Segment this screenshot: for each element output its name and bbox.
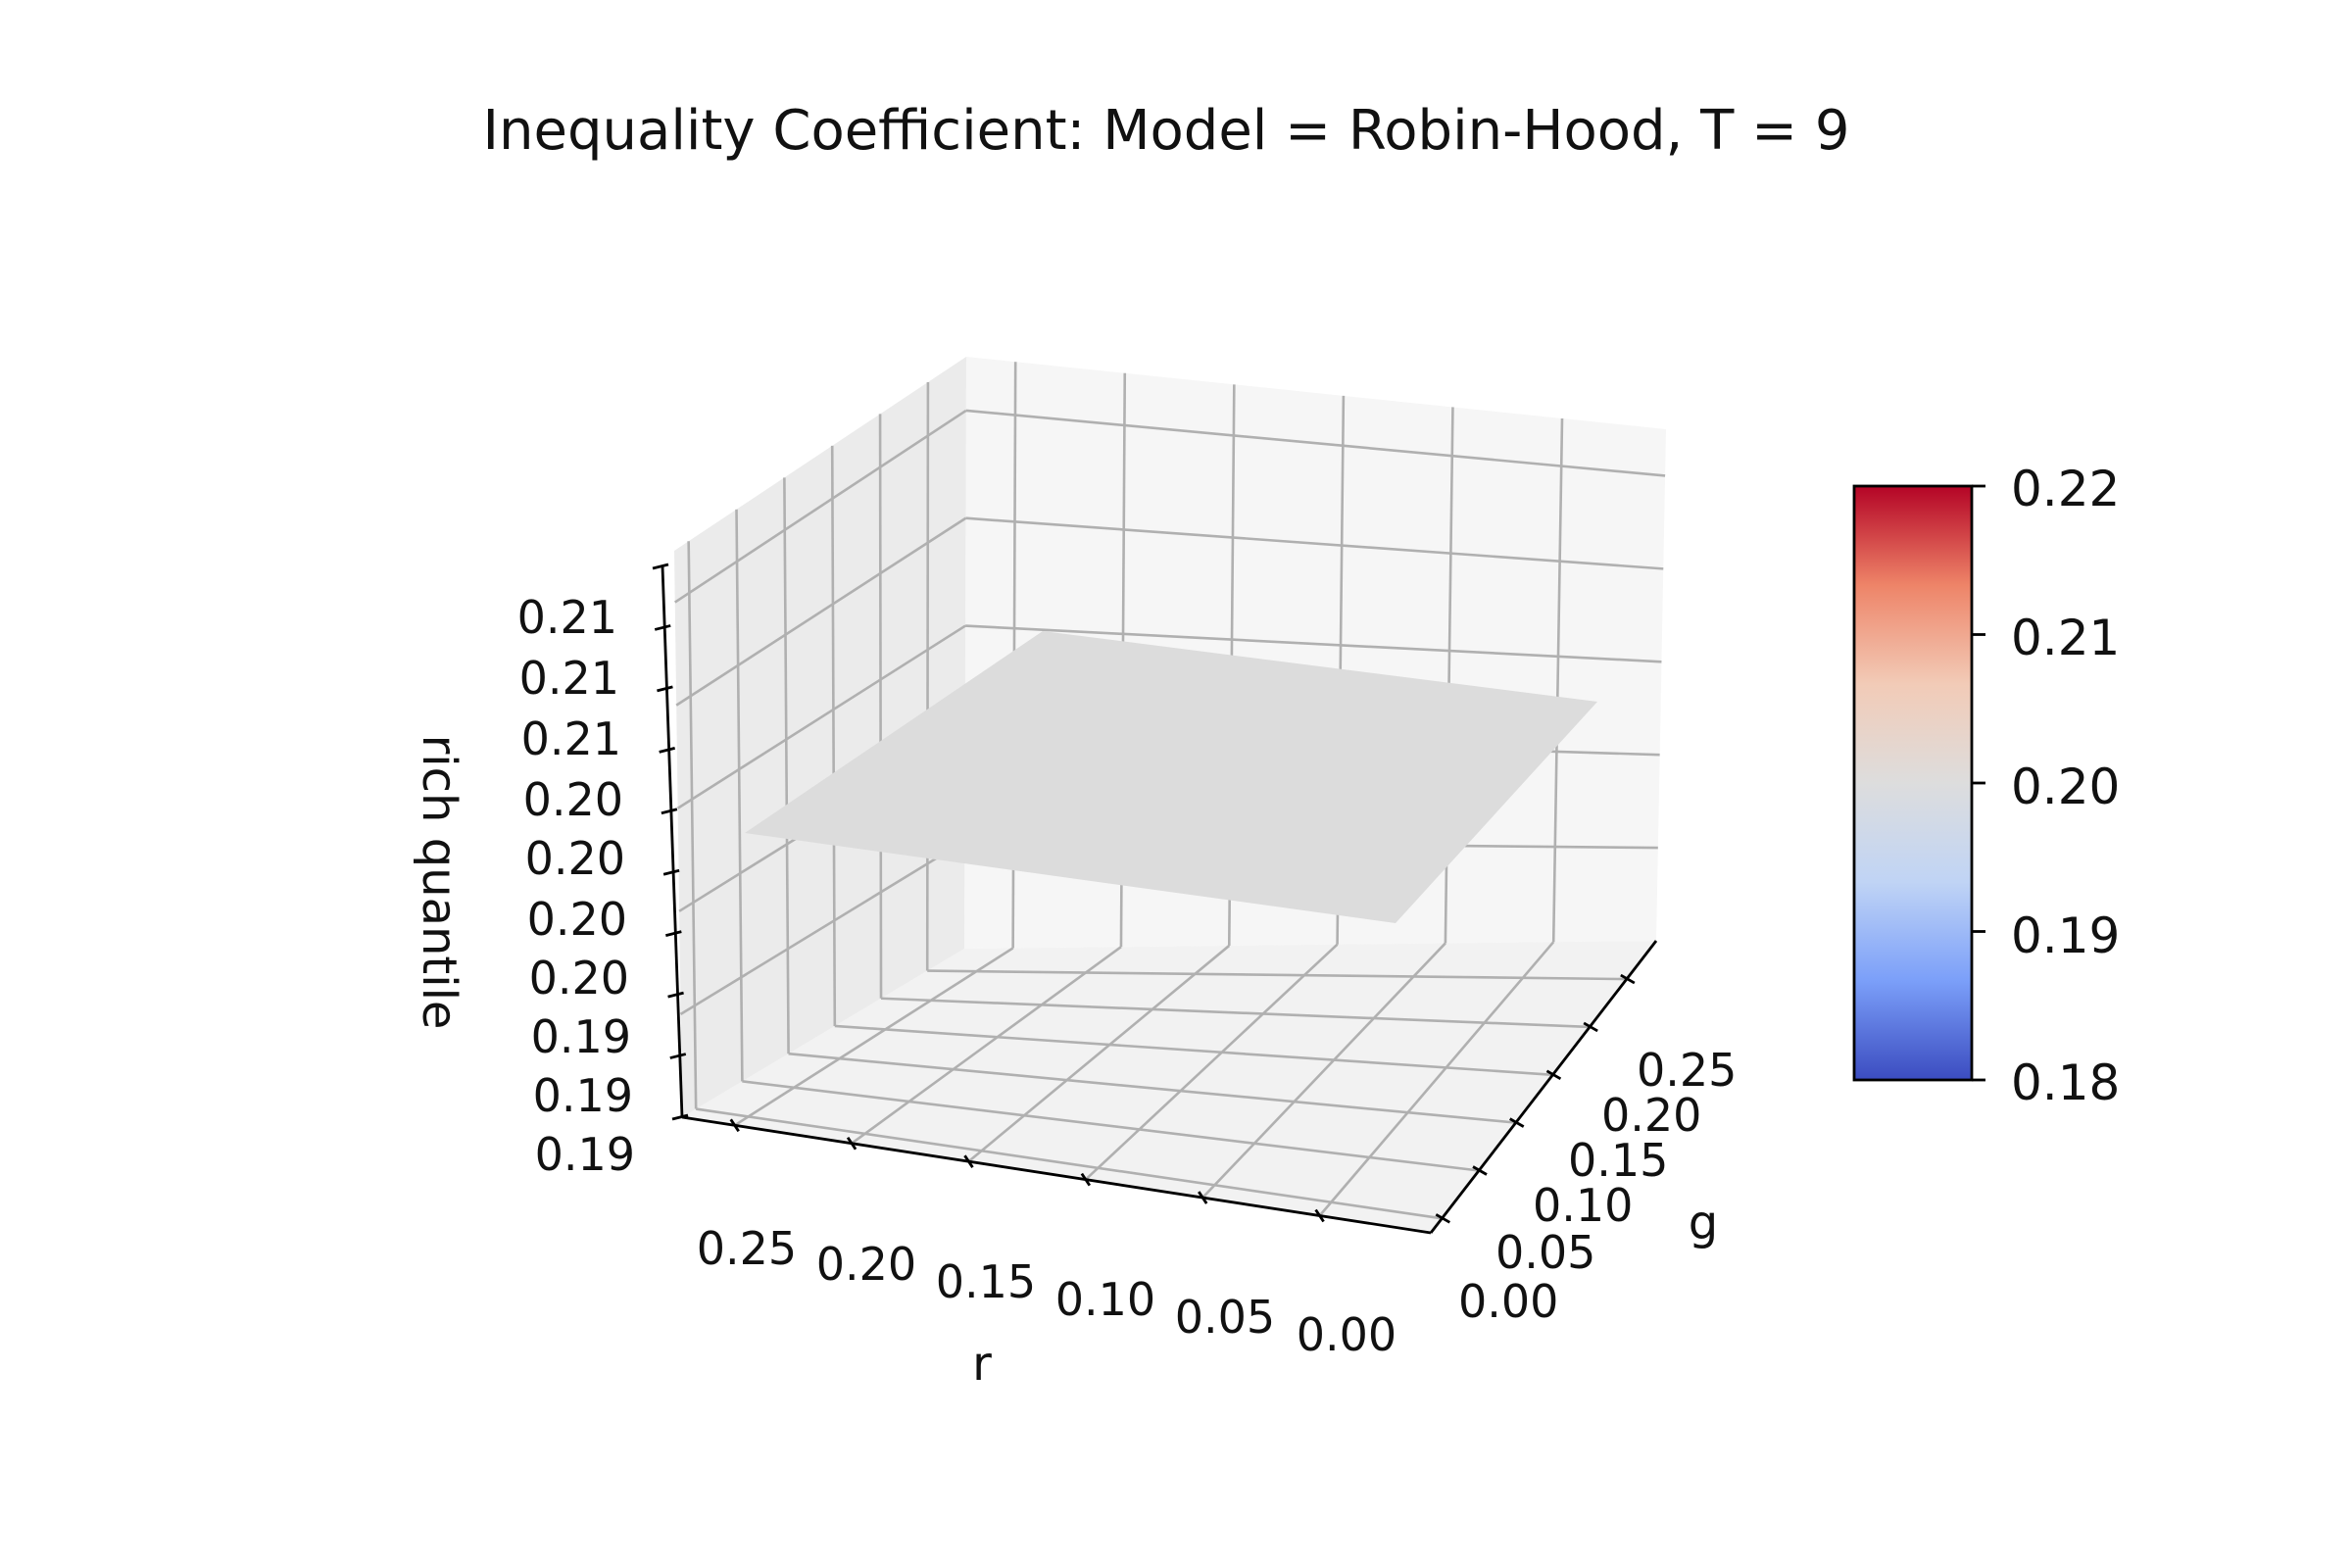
g-axis-label: g [1689,1196,1718,1250]
g-tick [1583,1021,1598,1033]
r-tick-label: 0.10 [1055,1273,1155,1326]
grid-line-floor-r [1201,942,1446,1199]
z-tick [661,808,678,815]
colorbar-tick-label: 0.22 [2011,461,2120,517]
z-tick-label: 0.20 [527,893,627,946]
grid-line-floor-r [734,947,1014,1127]
z-tick-label: 0.19 [533,1069,633,1122]
r-axis-line [681,1115,1432,1235]
grid-line-left-vertical [687,541,698,1109]
z-tick [664,930,682,938]
z-tick [654,624,671,631]
pane-left [674,357,966,1117]
g-tick-label: 0.25 [1637,1044,1737,1097]
z-tick [652,563,669,570]
colorbar-tick-label: 0.19 [2011,907,2120,964]
colorbar-ticks [1972,484,1985,1082]
grid-line-floor-g [880,997,1591,1029]
grid-line-floor-g [834,1024,1553,1077]
grid-line-left-vertical [830,445,837,1026]
grid-line-left-horizontal [675,516,967,707]
grid-line-floor-g [788,1052,1516,1124]
r-axis-label: r [972,1337,992,1392]
grid-line-floor-g [742,1080,1480,1172]
z-tick-label: 0.20 [525,832,625,885]
g-axis-line [1429,940,1658,1234]
r-tick [1080,1172,1092,1187]
r-tick [963,1154,974,1168]
grid-line-back-horizontal [965,624,1662,663]
z-tick-label: 0.20 [523,773,623,826]
z-tick-label: 0.21 [519,652,619,705]
z-axis-line [661,565,684,1118]
z-tick-label: 0.21 [517,591,617,644]
g-tick-label: 0.10 [1533,1179,1633,1232]
z-tick [657,685,673,693]
colorbar-tick-label: 0.18 [2011,1054,2120,1111]
r-tick-label: 0.00 [1297,1308,1396,1361]
z-tick [662,868,680,876]
g-tick [1472,1165,1488,1176]
z-tick-label: 0.21 [521,712,621,765]
z-tick [659,746,676,754]
z-tick-label: 0.19 [535,1128,635,1181]
z-tick-label: 0.19 [531,1010,631,1063]
g-tick [1509,1117,1525,1128]
pane-bottom [682,941,1656,1233]
z-tick [667,991,684,999]
surface-plane [745,631,1597,923]
grid-line-left-vertical [925,381,930,971]
grid-line-floor-r [851,946,1122,1145]
grid-line-left-horizontal [676,624,966,809]
g-tick-label: 0.15 [1568,1134,1668,1187]
chart-title: Inequality Coefficient: Model = Robin-Ho… [483,99,1850,163]
z-tick-label: 0.20 [529,952,629,1004]
grid-line-floor-r [1318,941,1555,1217]
r-tick [846,1136,858,1151]
z-tick [669,1053,687,1059]
r-tick [729,1118,740,1133]
r-tick-label: 0.25 [697,1222,797,1275]
grid-line-floor-r [967,944,1231,1163]
axis-ticks [652,563,1636,1224]
r-tick-label: 0.20 [816,1238,916,1291]
r-tick-label: 0.05 [1175,1291,1275,1344]
g-tick [1435,1213,1451,1224]
z-tick [671,1113,689,1121]
grid-line-back-horizontal [965,409,1666,477]
grid-line-back-horizontal [965,516,1664,570]
g-tick-label: 0.20 [1601,1089,1701,1142]
grid-line-left-vertical [783,477,790,1054]
r-tick [1314,1208,1325,1223]
g-tick [1545,1069,1562,1081]
r-tick-label: 0.15 [936,1255,1036,1308]
colorbar-tick-label: 0.21 [2011,610,2120,666]
grid-line-left-horizontal [674,409,967,604]
grid-line-left-horizontal [679,840,966,1016]
r-tick [1198,1191,1208,1204]
colorbar-tick-label: 0.20 [2011,759,2120,815]
grid-line-floor-r [1084,943,1339,1181]
colorbar [1852,484,1974,1082]
g-tick-label: 0.00 [1458,1275,1558,1328]
z-axis-label: rich quantile [412,735,466,1030]
grid-line-left-vertical [878,414,883,999]
g-tick-label: 0.05 [1495,1226,1595,1279]
grid-line-floor-g [927,969,1627,981]
g-tick [1620,973,1636,985]
grid-line-back-vertical [1551,417,1564,943]
grid-line-floor-g [695,1107,1443,1220]
grid-line-left-vertical [735,509,744,1082]
